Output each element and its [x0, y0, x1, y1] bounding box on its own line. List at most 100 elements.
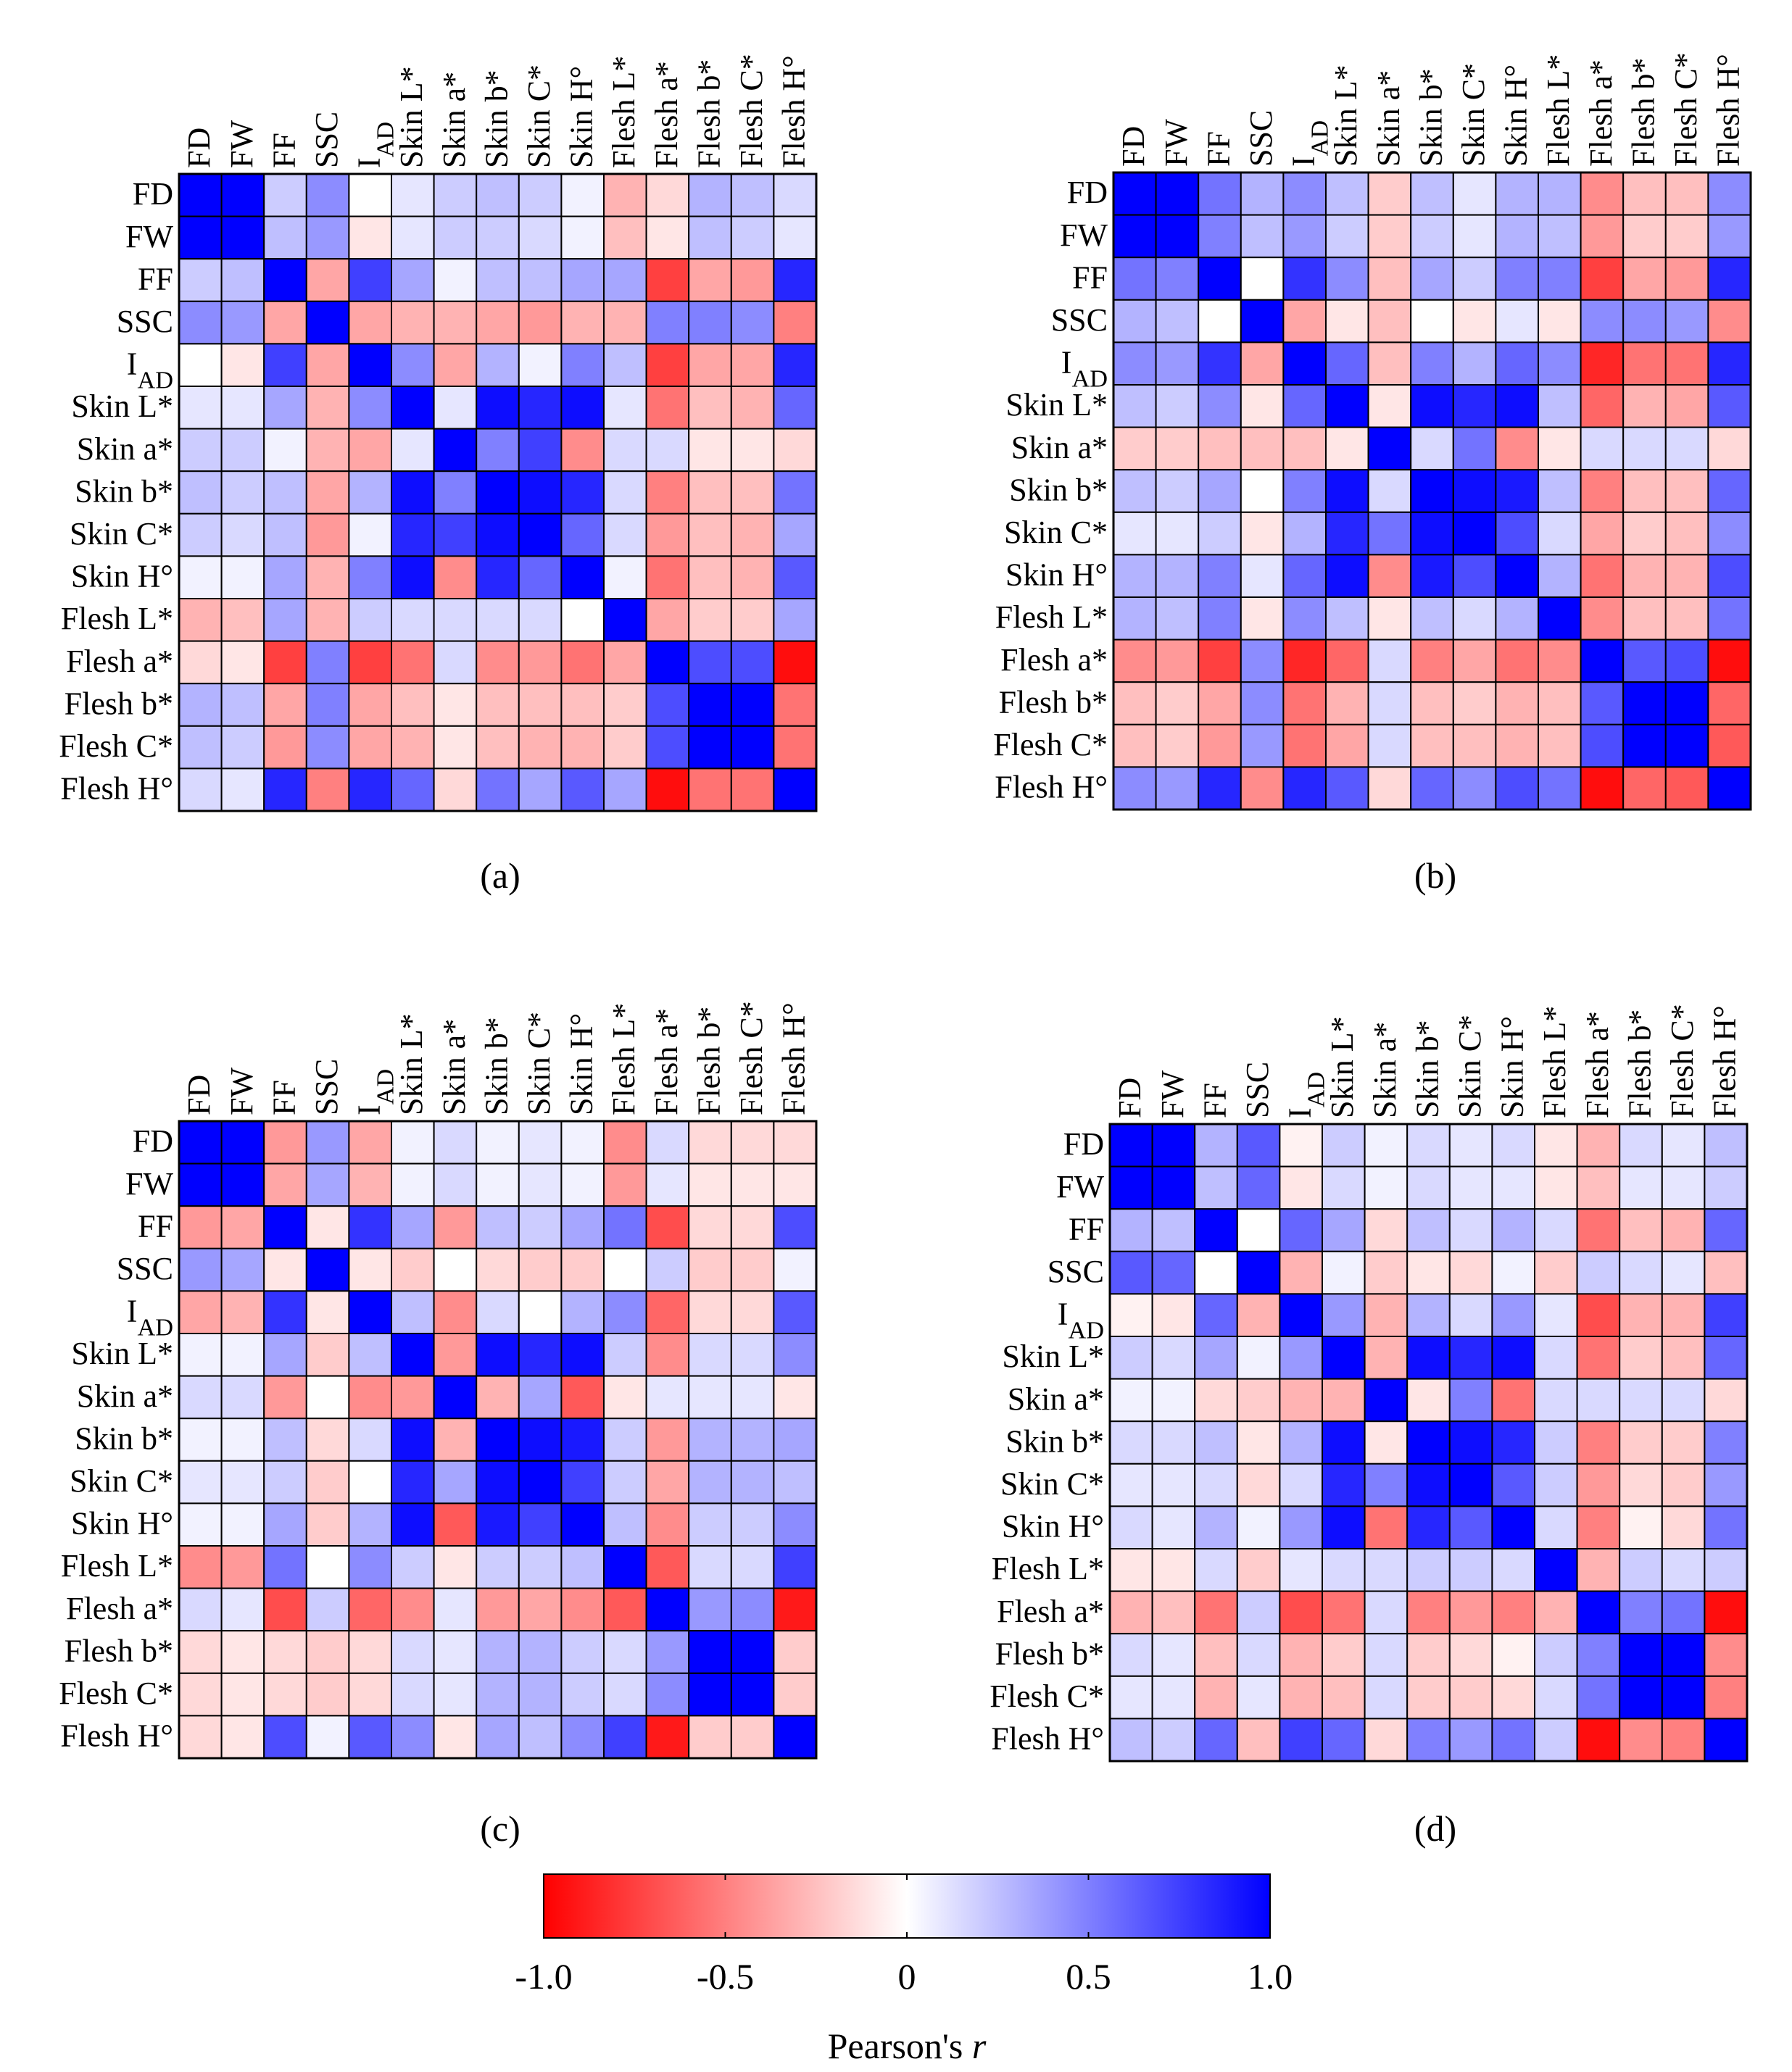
- heatmap-cell: [1194, 1123, 1238, 1168]
- heatmap-cell: [220, 1715, 265, 1759]
- heatmap-cell: [1279, 1505, 1324, 1549]
- heatmap-cell: [1661, 1675, 1706, 1720]
- heatmap-cell: [1236, 1378, 1281, 1423]
- heatmap-cell: [263, 215, 307, 260]
- heatmap-cell: [1406, 1633, 1451, 1677]
- heatmap-cell: [348, 1630, 392, 1674]
- heatmap-cell: [476, 767, 520, 812]
- heatmap-cell: [1495, 596, 1539, 641]
- heatmap-cell: [603, 1120, 647, 1165]
- heatmap-cell: [730, 1630, 775, 1674]
- heatmap-cell: [645, 1502, 690, 1547]
- heatmap-cell: [1236, 1293, 1281, 1338]
- col-label-iad: IAD: [1282, 1072, 1330, 1118]
- heatmap-cell: [348, 1502, 392, 1547]
- heatmap-cell: [645, 1375, 690, 1420]
- heatmap-cell: [391, 1290, 435, 1335]
- col-label-flesh-l-star: Flesh L*: [606, 56, 642, 168]
- row-label-skin-h-deg: Skin H°: [71, 1506, 173, 1541]
- col-label-flesh-b-star: Flesh b*: [1625, 58, 1661, 167]
- heatmap-cell: [1622, 638, 1667, 683]
- heatmap-cell: [305, 343, 350, 387]
- heatmap-cell: [476, 215, 520, 260]
- heatmap-cell: [1661, 1633, 1706, 1677]
- heatmap-cell: [220, 1587, 265, 1632]
- heatmap-cell: [645, 470, 690, 515]
- heatmap-cell: [1155, 341, 1200, 386]
- col-label-ssc: SSC: [309, 112, 344, 168]
- heatmap-cell: [476, 1715, 520, 1759]
- heatmap-cell: [1279, 1293, 1324, 1338]
- heatmap-cell: [1580, 341, 1625, 386]
- row-label-flesh-l-star: Flesh L*: [995, 599, 1108, 635]
- heatmap-cell: [1155, 426, 1200, 471]
- heatmap-cell: [1325, 341, 1369, 386]
- heatmap-cell: [1367, 723, 1412, 768]
- heatmap-cell: [688, 555, 732, 600]
- heatmap-cell: [1279, 1675, 1324, 1720]
- heatmap-cell: [1236, 1505, 1281, 1549]
- heatmap-cell: [348, 1587, 392, 1632]
- row-label-skin-l-star: Skin L*: [1005, 387, 1108, 423]
- heatmap-cell: [1707, 766, 1751, 811]
- colorbar-tick-label: 1.0: [1248, 1956, 1293, 1997]
- heatmap-cell: [730, 215, 775, 260]
- heatmap-cell: [1367, 766, 1412, 811]
- heatmap-cell: [645, 1205, 690, 1249]
- heatmap-cell: [1406, 1590, 1451, 1635]
- heatmap-cell: [1282, 511, 1327, 556]
- heatmap-cell: [518, 470, 563, 515]
- heatmap-cell: [220, 1205, 265, 1249]
- heatmap-cell: [1622, 341, 1667, 386]
- heatmap-cell: [1406, 1208, 1451, 1252]
- col-label-ssc: SSC: [1243, 110, 1279, 167]
- heatmap-cell: [1619, 1165, 1663, 1210]
- heatmap-cell: [1194, 1336, 1238, 1380]
- row-label-flesh-l-star: Flesh L*: [992, 1551, 1104, 1586]
- heatmap-cell: [730, 1120, 775, 1165]
- heatmap-cell: [730, 1333, 775, 1377]
- heatmap-cell: [1279, 1336, 1324, 1380]
- heatmap-cell: [1491, 1250, 1535, 1295]
- heatmap-cell: [1495, 554, 1539, 599]
- row-label-skin-c-star: Skin C*: [1004, 515, 1108, 550]
- panel-label: (d): [1414, 1808, 1456, 1849]
- heatmap-cell: [263, 1333, 307, 1377]
- heatmap-cell: [1448, 1590, 1493, 1635]
- heatmap-cell: [1622, 511, 1667, 556]
- col-label-skin-l-star: Skin L*: [1324, 1016, 1360, 1118]
- heatmap-cell: [1410, 638, 1454, 683]
- heatmap-cell: [178, 300, 223, 345]
- heatmap-cell: [1619, 1675, 1663, 1720]
- col-label-flesh-c-star: Flesh C*: [1664, 1004, 1700, 1118]
- heatmap-cell: [178, 470, 223, 515]
- heatmap-cell: [1534, 1548, 1578, 1592]
- heatmap-cell: [1198, 469, 1242, 513]
- heatmap-cell: [476, 1545, 520, 1589]
- heatmap-cell: [391, 1418, 435, 1462]
- heatmap-cell: [730, 1290, 775, 1335]
- heatmap-cell: [1198, 511, 1242, 556]
- heatmap-cell: [1364, 1250, 1409, 1295]
- heatmap-cell: [603, 640, 647, 685]
- heatmap-cell: [1622, 257, 1667, 301]
- heatmap-cell: [348, 470, 392, 515]
- heatmap-cell: [1367, 299, 1412, 344]
- heatmap-cell: [1155, 638, 1200, 683]
- heatmap-cell: [688, 1715, 732, 1759]
- heatmap-cell: [1622, 766, 1667, 811]
- heatmap-cell: [433, 555, 478, 600]
- heatmap-cell: [1240, 554, 1285, 599]
- heatmap-cell: [178, 1375, 223, 1420]
- heatmap-cell: [1322, 1505, 1366, 1549]
- row-label-fd: FD: [1063, 1126, 1104, 1162]
- colorbar: -1.0 -0.5 0 0.5 1.0 Pearson's r: [515, 1873, 1293, 2066]
- heatmap-cell: [560, 300, 605, 345]
- row-label-skin-a-star: Skin a*: [1008, 1381, 1104, 1417]
- heatmap-cell: [391, 428, 435, 473]
- heatmap-cell: [1580, 681, 1625, 725]
- heatmap-cell: [1325, 469, 1369, 513]
- heatmap-cell: [1367, 469, 1412, 513]
- heatmap-cell: [348, 555, 392, 600]
- heatmap-cell: [1707, 596, 1751, 641]
